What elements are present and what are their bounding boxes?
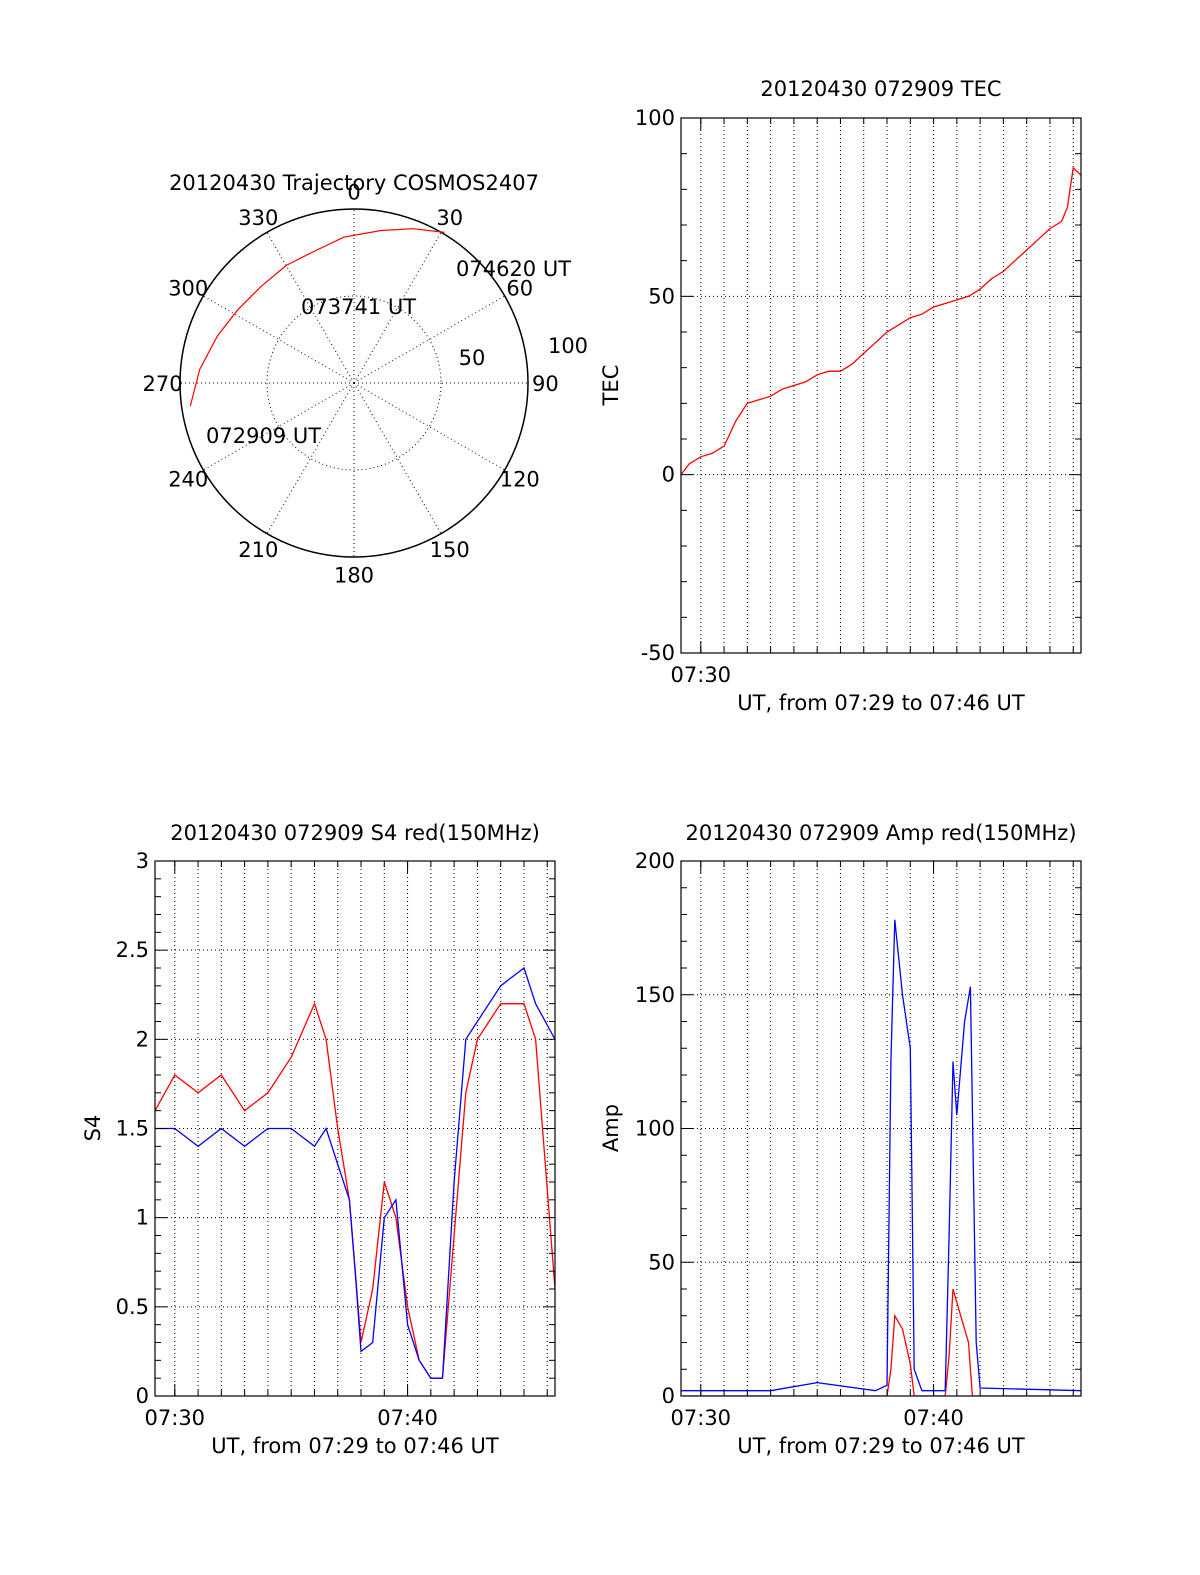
s4-grid (155, 861, 555, 1396)
annotation-start-time: 072909 UT (206, 424, 321, 448)
y-tick-label: 0.5 (116, 1295, 149, 1319)
y-tick-label: 0 (662, 463, 675, 487)
polar-spoke (353, 295, 505, 384)
y-tick-label: 100 (635, 106, 675, 130)
amp-grid (681, 861, 1081, 1396)
polar-angle-labels: 0 30 60 90 120 150 180 210 240 270 300 330 (143, 181, 559, 588)
y-tick-label: 100 (635, 1117, 675, 1141)
s4-series-line-red (155, 1001, 555, 1379)
s4-panel: 20120430 072909 S4 red(150MHz) 0 0.5 1 1.5 2… (81, 821, 556, 1458)
y-tick-label: 1.5 (116, 1117, 149, 1141)
polar-spoke (266, 382, 355, 534)
polar-radius-label-100: 100 (548, 334, 588, 358)
amp-series-line-blue (681, 919, 1081, 1392)
tec-panel: 20120430 072909 TEC -50 0 50 100 07:30 UT, f… (599, 77, 1082, 715)
polar-angle-label: 120 (500, 468, 540, 492)
y-tick-label: -50 (641, 641, 675, 665)
polar-angle-label: 210 (238, 538, 278, 562)
amp-series-line-red (681, 1288, 1081, 1396)
polar-angle-label: 240 (168, 468, 208, 492)
y-tick-label: 1 (136, 1206, 149, 1230)
tec-ticks: -50 0 50 100 07:30 (635, 106, 1081, 687)
tec-grid (681, 118, 1081, 653)
y-tick-label: 2 (136, 1027, 149, 1051)
polar-angle-label: 60 (506, 276, 533, 300)
polar-angle-label: 180 (334, 563, 374, 587)
amp-series (681, 919, 1081, 1396)
amp-xlabel: UT, from 07:29 to 07:46 UT (737, 1434, 1025, 1458)
y-tick-label: 50 (648, 1250, 675, 1274)
y-tick-label: 2.5 (116, 938, 149, 962)
polar-angle-label: 90 (532, 372, 559, 396)
x-tick-label: 07:40 (377, 1406, 438, 1430)
polar-inner-ring (266, 295, 442, 471)
s4-xlabel: UT, from 07:29 to 07:46 UT (211, 1434, 499, 1458)
polar-angle-label: 30 (436, 206, 463, 230)
polar-spoke (203, 295, 355, 384)
y-tick-label: 0 (136, 1384, 149, 1408)
tec-title: 20120430 072909 TEC (760, 77, 1001, 101)
y-tick-label: 0 (662, 1384, 675, 1408)
polar-spokes (180, 209, 528, 557)
polar-angle-label: 330 (238, 206, 278, 230)
polar-spoke (353, 382, 505, 471)
tec-plot-frame (680, 117, 1082, 654)
polar-spoke (353, 382, 442, 534)
s4-ticks: 0 0.5 1 1.5 2 2.5 3 07:30 07:40 (116, 849, 555, 1430)
x-tick-label: 07:40 (903, 1406, 964, 1430)
trajectory-track (189, 228, 445, 407)
tec-xlabel: UT, from 07:29 to 07:46 UT (737, 691, 1025, 715)
polar-angle-label: 300 (168, 276, 208, 300)
tec-series-line-red (681, 166, 1081, 476)
y-tick-label: 50 (648, 284, 675, 308)
polar-angle-label: 150 (430, 538, 470, 562)
s4-series (155, 966, 555, 1379)
annotation-mid-time: 073741 UT (301, 295, 416, 319)
polar-angle-label: 0 (347, 181, 360, 205)
amp-ylabel: Amp (599, 1104, 623, 1152)
y-tick-label: 200 (635, 849, 675, 873)
polar-spoke (203, 382, 355, 471)
annotation-end-time: 074620 UT (456, 257, 571, 281)
trajectory-polar-panel: 20120430 Trajectory COSMOS2407 0 30 60 90 12… (143, 171, 588, 587)
x-tick-label: 07:30 (671, 663, 732, 687)
s4-ylabel: S4 (81, 1115, 105, 1142)
y-tick-label: 150 (635, 983, 675, 1007)
x-tick-label: 07:30 (671, 1406, 732, 1430)
trajectory-title: 20120430 Trajectory COSMOS2407 (169, 171, 539, 195)
s4-series-line-blue (155, 966, 555, 1379)
polar-radius-label-50: 50 (459, 346, 486, 370)
amp-title: 20120430 072909 Amp red(150MHz) (685, 821, 1076, 845)
tec-ylabel: TEC (599, 365, 623, 407)
amp-ticks: 0 50 100 150 200 07:30 07:40 (635, 849, 1081, 1430)
polar-angle-label: 270 (143, 372, 183, 396)
x-tick-label: 07:30 (145, 1406, 206, 1430)
amp-panel: 20120430 072909 Amp red(150MHz) 0 50 100 15… (599, 821, 1082, 1458)
polar-outer-ring (179, 208, 529, 558)
polar-spoke (266, 232, 355, 384)
y-tick-label: 3 (136, 849, 149, 873)
polar-spoke (353, 232, 442, 384)
s4-title: 20120430 072909 S4 red(150MHz) (170, 821, 540, 845)
tec-series (681, 166, 1081, 476)
